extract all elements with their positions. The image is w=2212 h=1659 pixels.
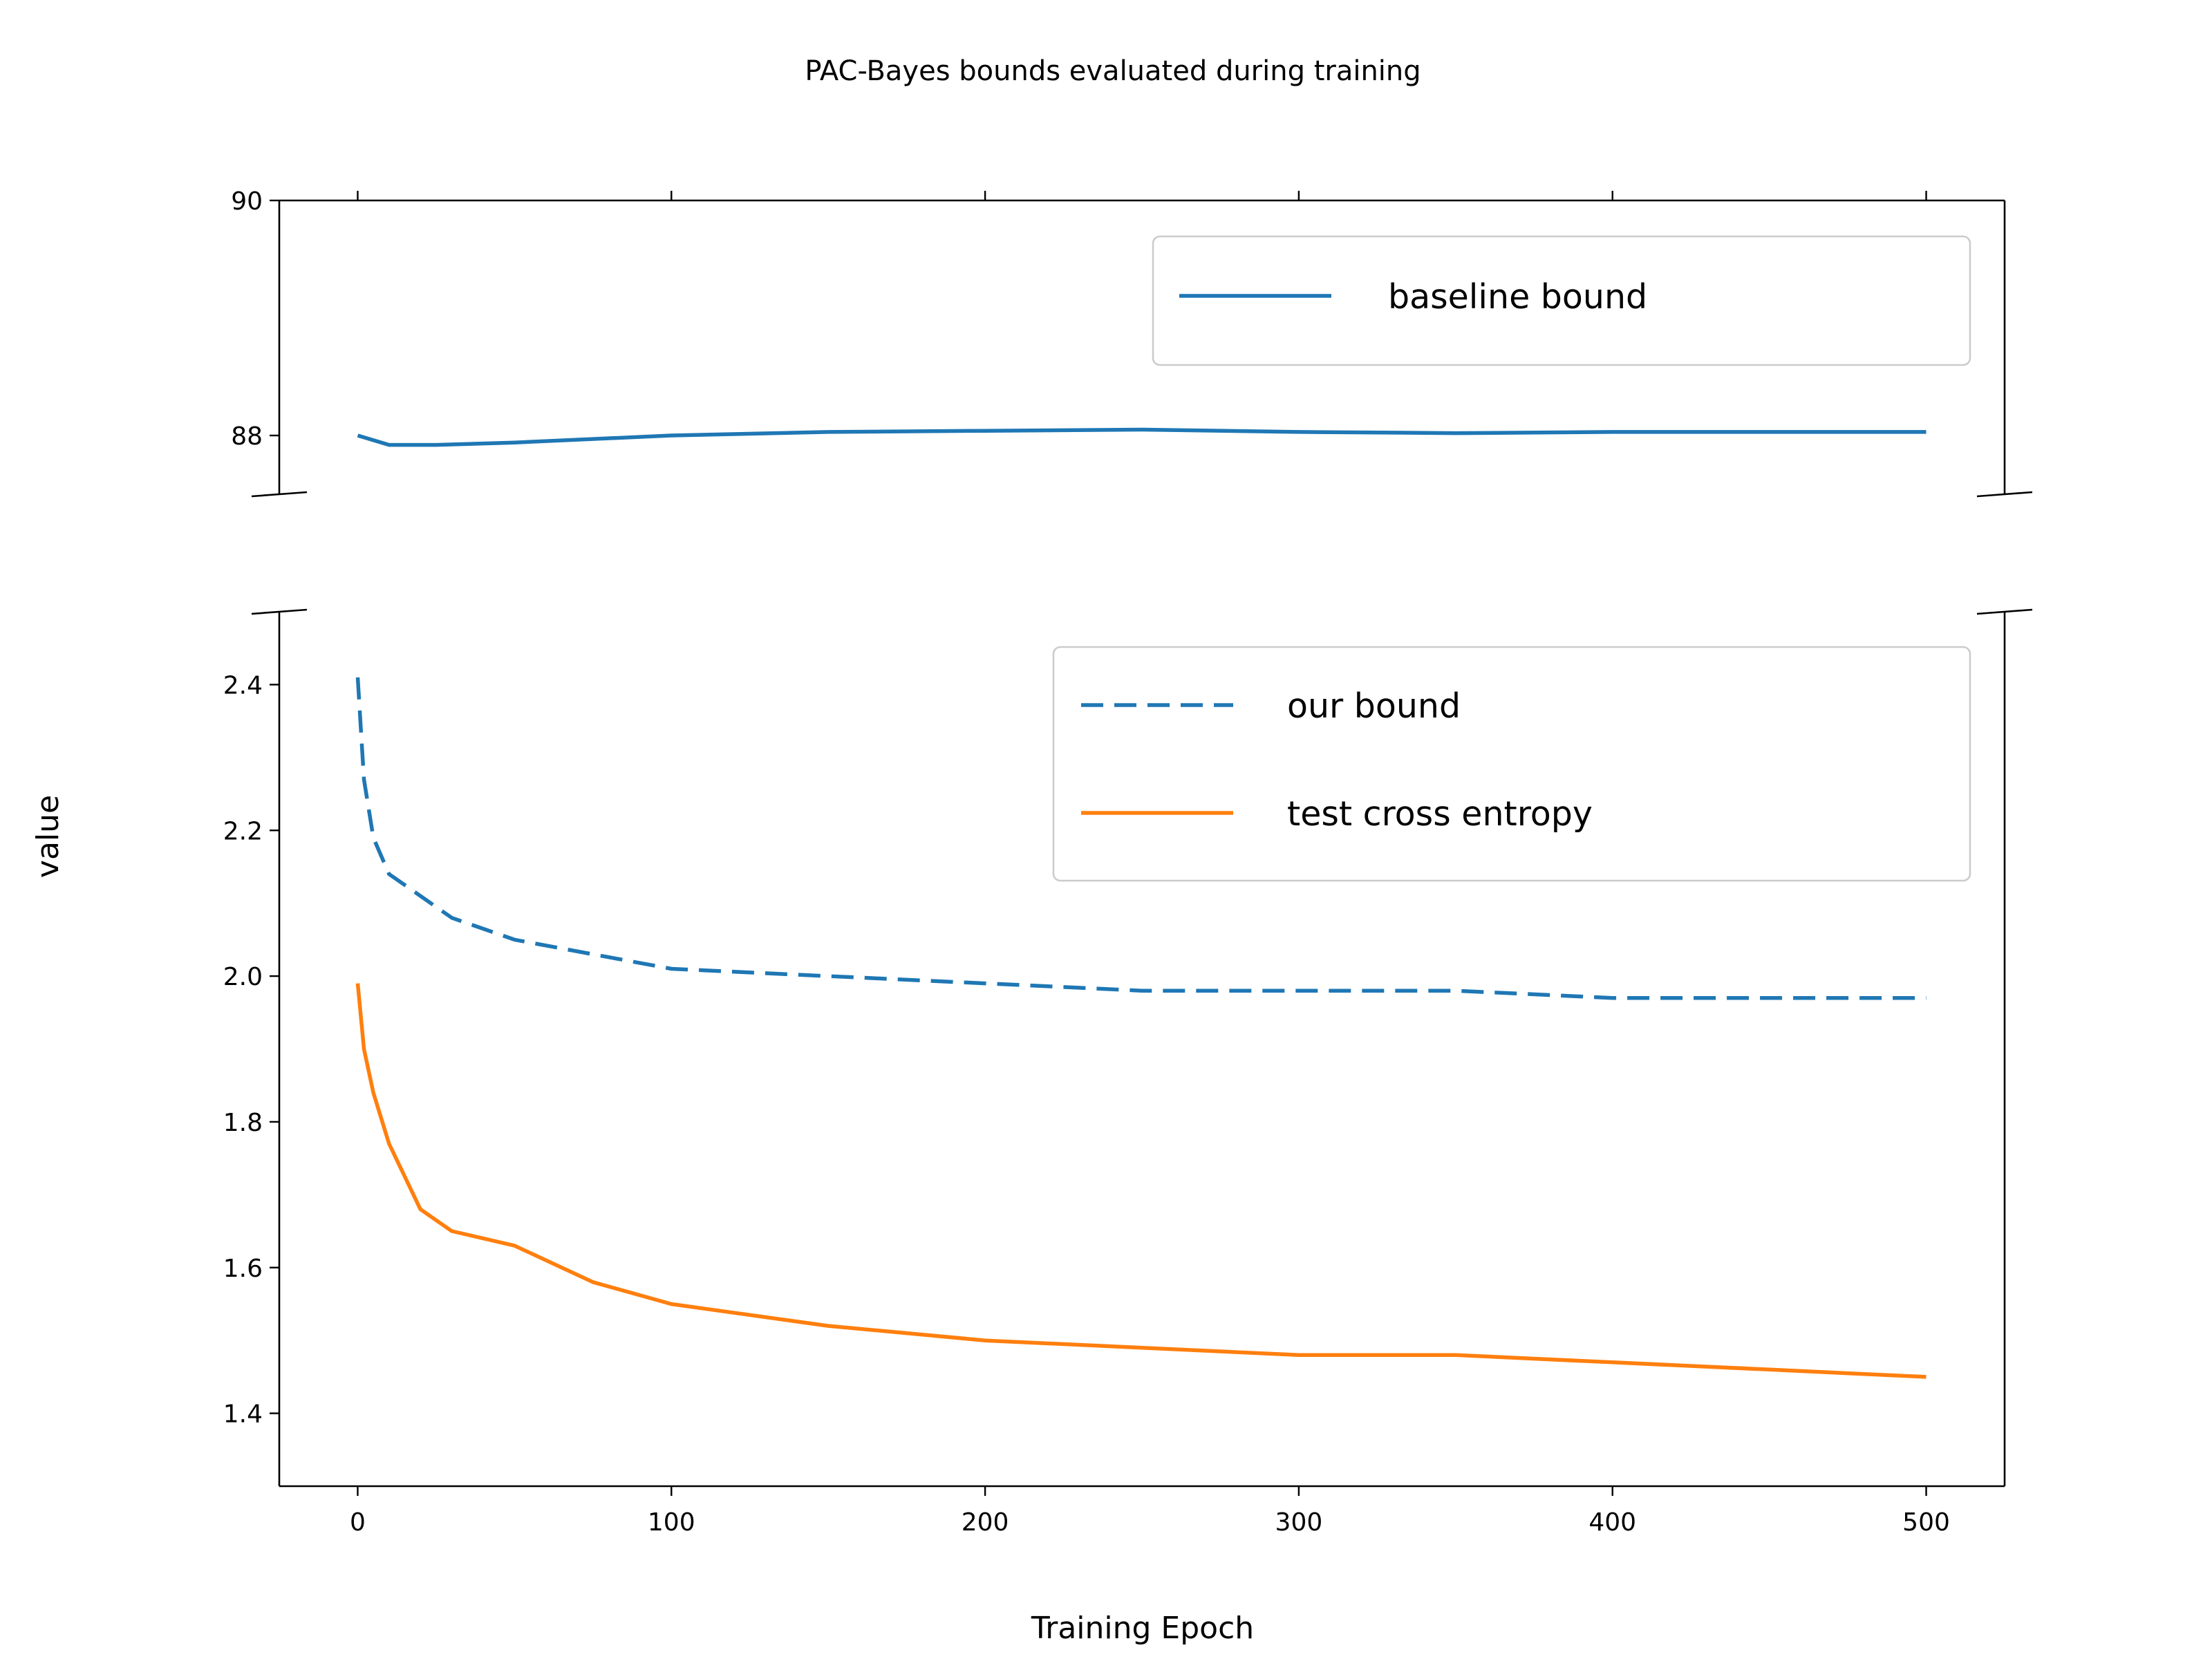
bottom-series-layer <box>355 677 1927 1379</box>
y-tick-label: 2.0 <box>223 963 263 991</box>
axis-break-mark-top-left <box>251 491 308 498</box>
bottom-x-ticks: 0 100 200 300 400 500 <box>350 1486 1950 1537</box>
x-tick-label: 100 <box>648 1508 695 1537</box>
x-axis-label: Training Epoch <box>1031 1611 1254 1646</box>
top-series-layer <box>357 427 1927 447</box>
y-tick-label: 90 <box>231 187 263 216</box>
bottom-legend: our bound test cross entropy <box>1052 646 1971 882</box>
x-tick-label: 0 <box>350 1508 366 1537</box>
x-tick-label: 400 <box>1588 1508 1636 1537</box>
top-y-ticks: 88 90 <box>231 187 279 451</box>
series-line-test-cross-entropy <box>355 983 1927 1379</box>
bottom-legend-box <box>1052 646 1971 882</box>
legend-label-baseline-bound: baseline bound <box>1388 277 1647 317</box>
axis-break-mark-bottom-right <box>1976 608 2033 615</box>
y-tick-label: 2.4 <box>223 671 263 700</box>
x-tick-label: 300 <box>1275 1508 1323 1537</box>
x-tick-label: 200 <box>962 1508 1009 1537</box>
series-line-our-bound <box>355 677 1927 1000</box>
top-x-ticks <box>357 191 1927 200</box>
x-tick-label: 500 <box>1902 1508 1950 1537</box>
y-tick-label: 88 <box>231 422 263 451</box>
top-legend-box <box>1152 235 1971 366</box>
y-tick-label: 2.2 <box>223 817 263 845</box>
axis-break-mark-bottom-left <box>251 608 308 615</box>
bottom-panel: 1.4 1.6 1.8 2.0 2.2 2.4 0 100 200 300 400 500 our … <box>223 608 2033 1537</box>
axis-break-mark-top-right <box>1976 491 2033 498</box>
y-axis-label: value <box>30 795 66 878</box>
y-tick-label: 1.6 <box>223 1255 263 1283</box>
chart-title: PAC-Bayes bounds evaluated during traini… <box>805 55 1421 87</box>
legend-label-our-bound: our bound <box>1287 686 1461 726</box>
y-tick-label: 1.4 <box>223 1400 263 1429</box>
series-line-baseline-bound <box>357 427 1927 447</box>
legend-label-test-cross-entropy: test cross entropy <box>1287 794 1593 834</box>
top-panel: 88 90 baseline bound <box>231 187 2033 498</box>
bottom-y-ticks: 1.4 1.6 1.8 2.0 2.2 2.4 <box>223 671 279 1429</box>
top-legend: baseline bound <box>1152 235 1971 366</box>
y-tick-label: 1.8 <box>223 1109 263 1137</box>
